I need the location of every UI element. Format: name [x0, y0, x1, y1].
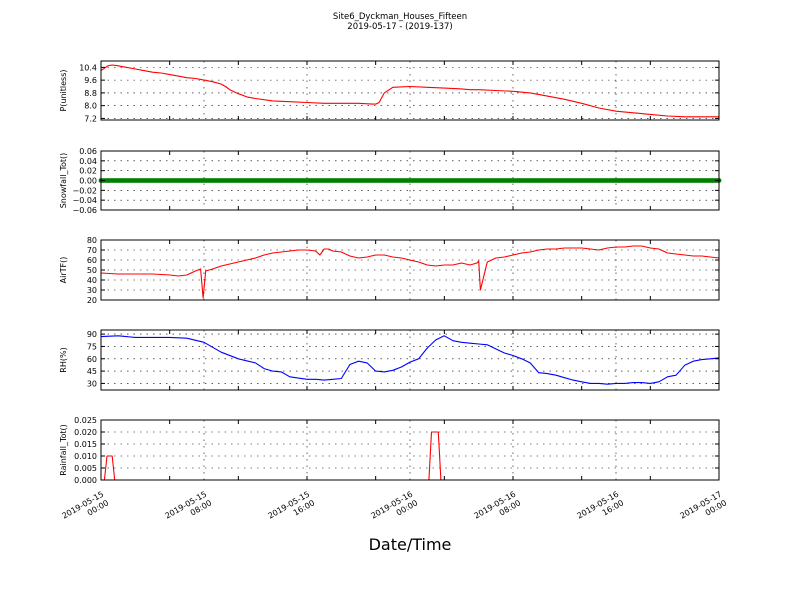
y-tick-label: 0.06 [79, 147, 97, 156]
y-tick-label: 30 [87, 379, 97, 388]
series-line [100, 245, 720, 299]
x-axis-label: Date/Time [369, 535, 452, 554]
axes-frame [100, 239, 720, 301]
y-tick-label: 90 [87, 330, 97, 339]
panels: 7.2 8.0 8.8 9.6 10.4 P(unitless) −0.06−0.04−0.… [59, 60, 722, 485]
panel-1: 7.2 8.0 8.8 9.6 10.4 P(unitless) [59, 60, 720, 123]
y-tick-label: 0.010 [74, 452, 97, 461]
y-tick-label: 20 [87, 296, 97, 305]
y-tick-label: 60 [87, 256, 97, 265]
y-tick-label: 10.4 [79, 63, 97, 72]
y-tick-label: 80 [87, 236, 97, 245]
y-tick-label: 0.020 [74, 428, 97, 437]
axes-frame [100, 60, 720, 121]
y-tick-label: 8.8 [84, 89, 97, 98]
y-tick-label: 60 [87, 355, 97, 364]
series-line [100, 335, 720, 385]
y-tick-label: 0.00 [79, 177, 97, 186]
panel-5: 0.000 0.005 0.010 0.015 0.020 0.025 Rainfall_T… [59, 416, 720, 485]
figure-title-line2: 2019-05-17 - (2019-137) [347, 22, 452, 32]
y-tick-label: 40 [87, 276, 97, 285]
y-tick-label: 0.025 [74, 416, 97, 425]
y-tick-label: −0.06 [72, 206, 97, 215]
y-tick-label: 50 [87, 266, 97, 275]
y-axis-label: RH(%) [59, 347, 68, 372]
y-tick-label: 8.0 [84, 102, 97, 111]
y-tick-label: 75 [87, 342, 97, 351]
y-tick-label: 70 [87, 246, 97, 255]
y-tick-label: 45 [87, 367, 97, 376]
y-tick-label: 9.6 [84, 76, 97, 85]
y-tick-label: 30 [87, 286, 97, 295]
series-markers [98, 178, 722, 183]
figure-title-line1: Site6_Dyckman_Houses_Fifteen [333, 12, 467, 22]
y-tick-label: −0.04 [72, 196, 97, 205]
y-axis-label: Rainfall_Tot() [59, 424, 68, 476]
axes-frame [100, 329, 720, 391]
y-tick-label: −0.02 [72, 186, 97, 195]
y-tick-label: 0.005 [74, 464, 97, 473]
series-line [100, 64, 719, 118]
y-tick-label: 7.2 [84, 114, 97, 123]
y-tick-label: 0.02 [79, 167, 97, 176]
y-axis-label: P(unitless) [59, 69, 68, 111]
y-axis-label: Snowfall_Tot() [59, 153, 68, 209]
panel-2: −0.06−0.04−0.020.000.020.040.06 Snowfall_… [59, 147, 722, 215]
y-axis-label: AirTF() [59, 257, 68, 284]
y-tick-label: 0.015 [74, 440, 97, 449]
axes-frame [100, 419, 720, 481]
panel-4: 30 45 60 75 90 RH(%) [59, 329, 720, 391]
y-tick-label: 0.000 [74, 476, 97, 485]
y-tick-label: 0.04 [79, 157, 97, 166]
